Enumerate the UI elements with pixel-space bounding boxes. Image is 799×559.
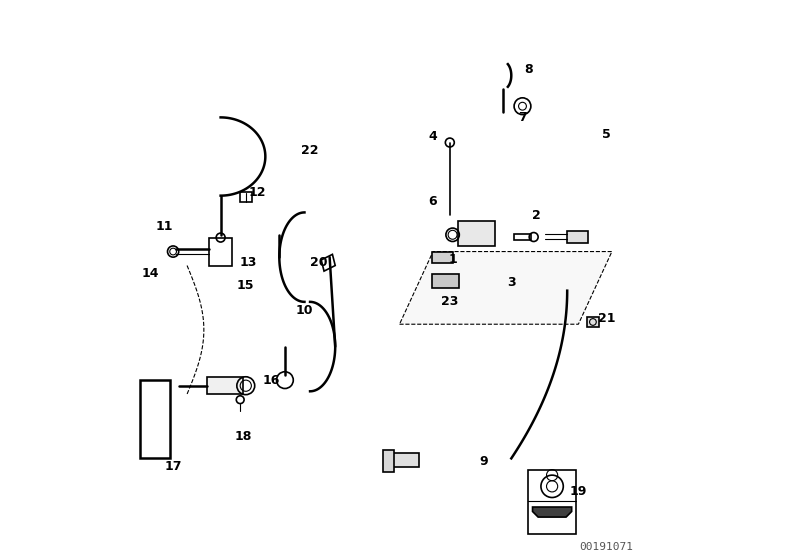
Text: 14: 14 bbox=[142, 267, 160, 281]
Text: 20: 20 bbox=[310, 256, 328, 269]
Text: 22: 22 bbox=[301, 144, 319, 158]
Text: 8: 8 bbox=[524, 63, 532, 77]
Bar bbox=[514, 234, 531, 240]
Text: 23: 23 bbox=[441, 295, 459, 309]
Text: 9: 9 bbox=[479, 454, 487, 468]
Bar bbox=[432, 252, 453, 263]
Polygon shape bbox=[400, 252, 612, 324]
Text: 1: 1 bbox=[448, 253, 457, 267]
Text: 7: 7 bbox=[518, 111, 527, 124]
Text: 00191071: 00191071 bbox=[579, 542, 634, 552]
Text: 16: 16 bbox=[262, 373, 280, 387]
Bar bbox=[240, 192, 252, 202]
Text: 12: 12 bbox=[248, 186, 266, 200]
Text: 11: 11 bbox=[156, 220, 173, 233]
Text: 17: 17 bbox=[165, 460, 182, 473]
Bar bbox=[432, 274, 459, 288]
Polygon shape bbox=[533, 507, 571, 517]
Bar bbox=[388, 453, 419, 467]
Bar bbox=[528, 470, 575, 534]
Bar bbox=[586, 317, 599, 327]
Polygon shape bbox=[321, 254, 336, 271]
Text: 5: 5 bbox=[602, 127, 610, 141]
Bar bbox=[207, 377, 243, 394]
Text: 6: 6 bbox=[429, 195, 437, 208]
Bar bbox=[567, 231, 588, 243]
Text: 19: 19 bbox=[570, 485, 587, 499]
Text: 4: 4 bbox=[429, 130, 437, 144]
Bar bbox=[458, 221, 495, 246]
Polygon shape bbox=[209, 238, 232, 266]
Text: 21: 21 bbox=[598, 312, 615, 325]
Bar bbox=[383, 450, 394, 472]
Text: 18: 18 bbox=[234, 429, 252, 443]
Bar bbox=[140, 380, 170, 458]
Text: 13: 13 bbox=[240, 256, 257, 269]
Text: 2: 2 bbox=[532, 209, 541, 222]
Text: 10: 10 bbox=[296, 304, 313, 317]
Text: 3: 3 bbox=[507, 276, 515, 289]
Text: 15: 15 bbox=[237, 278, 255, 292]
